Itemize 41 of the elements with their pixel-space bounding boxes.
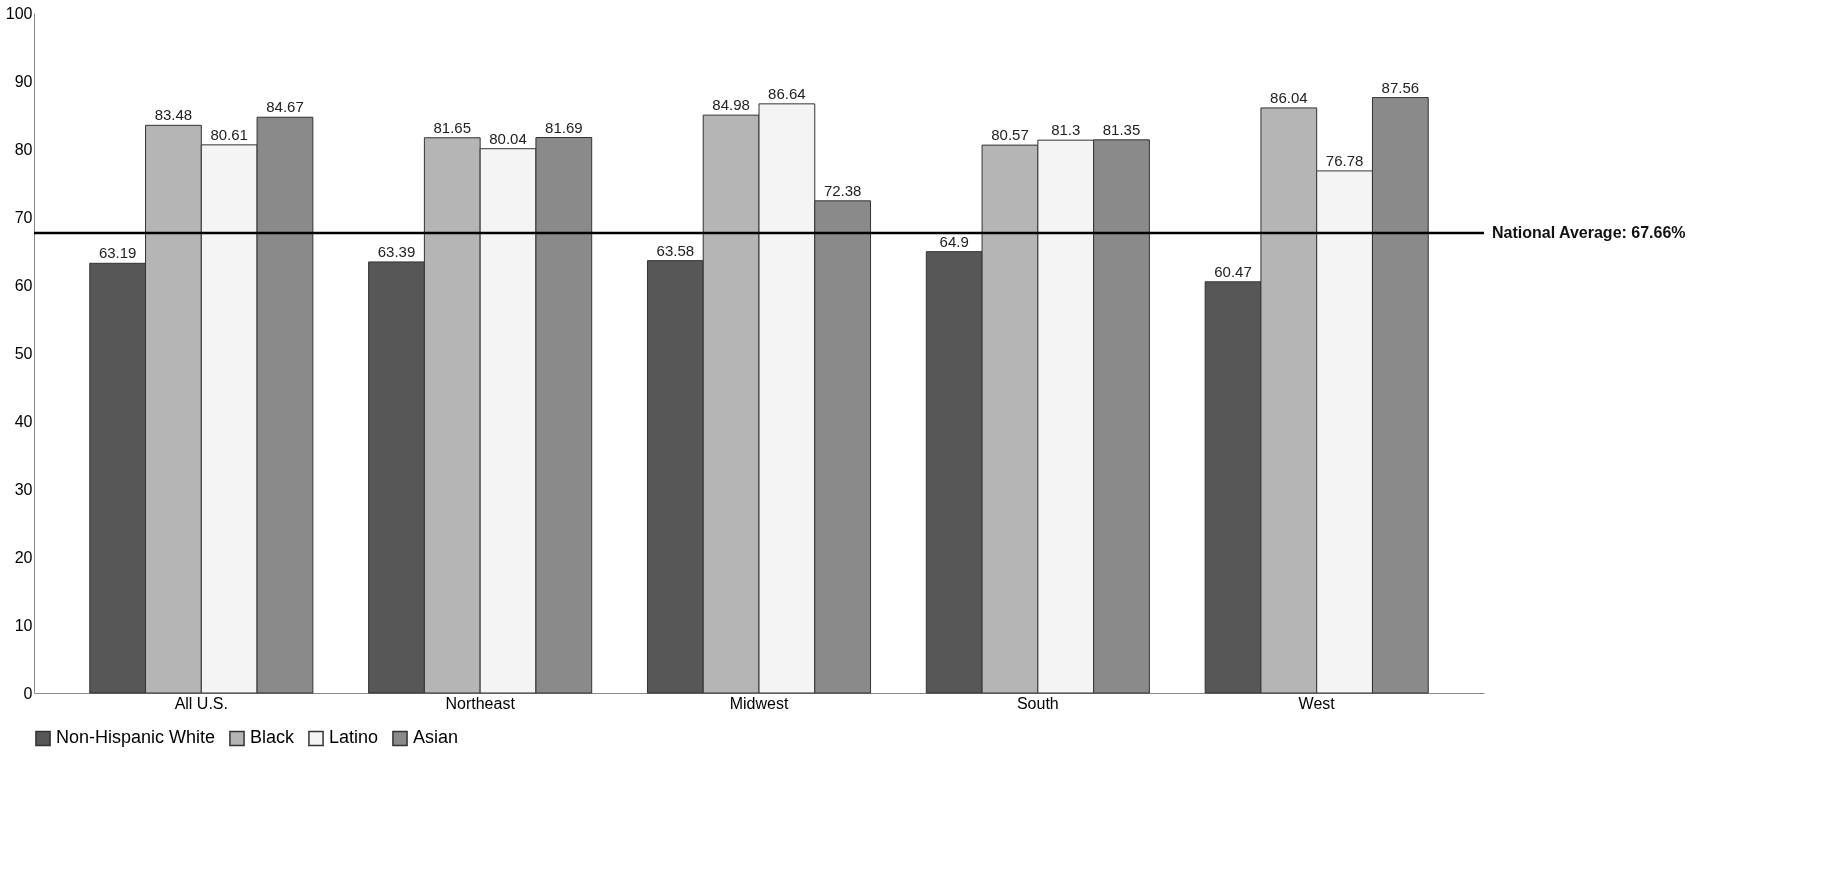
data-label: 83.48 bbox=[154, 106, 193, 124]
data-label: 80.57 bbox=[991, 126, 1029, 144]
data-label: 87.56 bbox=[1381, 78, 1420, 96]
y-tick-label: 20 bbox=[14, 548, 33, 566]
x-tick-label: West bbox=[1298, 694, 1336, 712]
y-tick-label: 100 bbox=[5, 4, 33, 22]
data-label: 86.04 bbox=[1270, 88, 1308, 106]
data-label: 63.58 bbox=[656, 241, 695, 259]
y-tick-label: 0 bbox=[23, 684, 33, 702]
ref-line-label: National Average: 67.66% bbox=[1492, 223, 1686, 241]
y-tick-label: 80 bbox=[14, 140, 33, 158]
data-label: 81.69 bbox=[545, 118, 583, 136]
data-label: 84.67 bbox=[266, 98, 304, 116]
data-label: 81.65 bbox=[433, 118, 472, 136]
y-tick-label: 90 bbox=[14, 72, 33, 90]
data-label: 86.64 bbox=[768, 84, 806, 102]
legend-label: Asian bbox=[413, 727, 459, 748]
y-tick-label: 70 bbox=[14, 208, 33, 226]
data-label: 81.35 bbox=[1102, 120, 1141, 138]
x-tick-label: Northeast bbox=[445, 694, 516, 712]
x-tick-label: Midwest bbox=[729, 694, 789, 712]
x-tick-label: South bbox=[1016, 694, 1059, 712]
data-label: 80.61 bbox=[210, 125, 248, 143]
legend-label: Black bbox=[250, 727, 296, 748]
data-label: 64.9 bbox=[939, 232, 969, 250]
data-label: 84.98 bbox=[712, 96, 750, 114]
legend-label: Latino bbox=[329, 727, 379, 748]
data-label: 72.38 bbox=[823, 181, 862, 199]
data-label: 60.47 bbox=[1214, 262, 1252, 280]
data-label: 63.39 bbox=[377, 242, 416, 260]
y-tick-label: 30 bbox=[14, 480, 33, 498]
y-tick-label: 50 bbox=[14, 344, 33, 362]
y-tick-label: 40 bbox=[14, 412, 33, 430]
data-label: 80.04 bbox=[489, 129, 527, 147]
y-tick-label: 10 bbox=[14, 616, 33, 634]
y-tick-label: 60 bbox=[14, 276, 33, 294]
data-label: 81.3 bbox=[1051, 121, 1081, 139]
legend-label: Non-Hispanic White bbox=[56, 727, 216, 748]
data-label: 76.78 bbox=[1325, 151, 1364, 169]
data-label: 63.19 bbox=[98, 244, 137, 262]
x-tick-label: All U.S. bbox=[174, 694, 228, 712]
